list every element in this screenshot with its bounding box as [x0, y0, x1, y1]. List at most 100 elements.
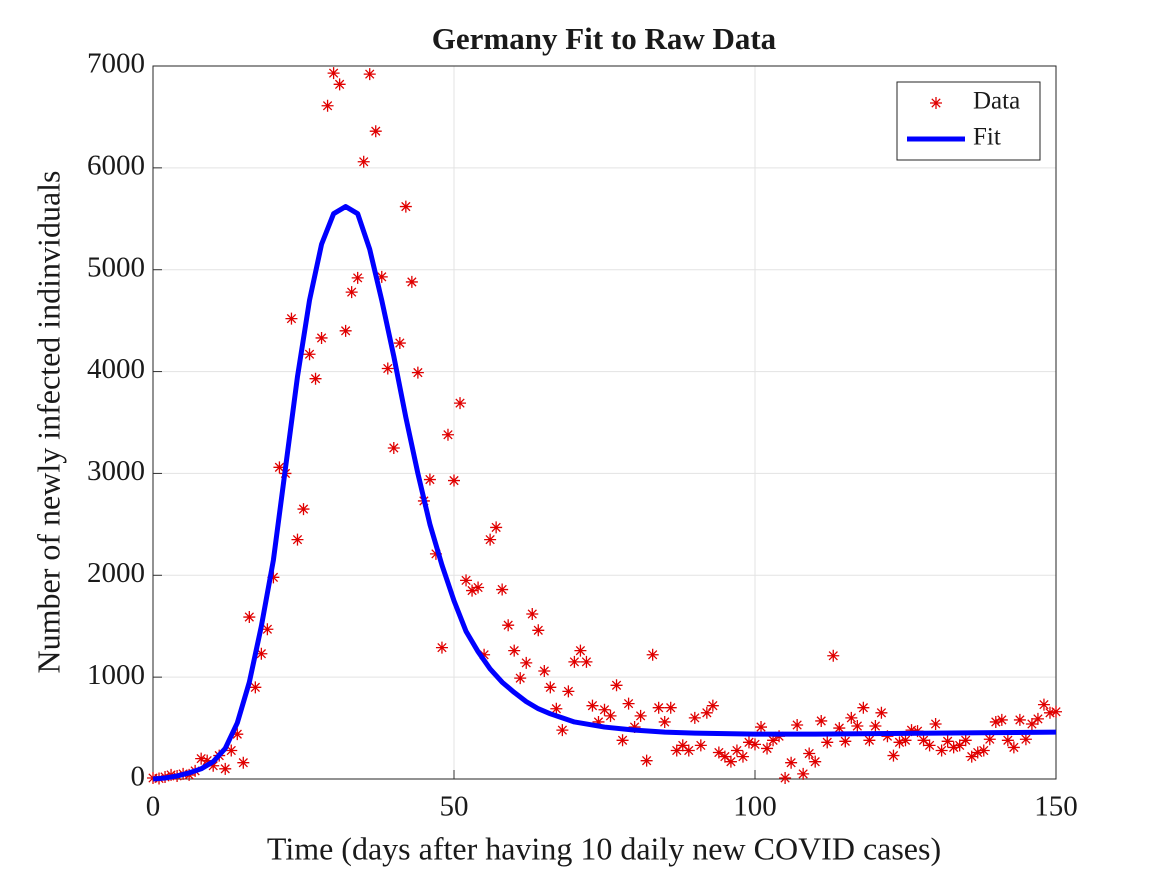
data-point — [881, 730, 894, 743]
data-point — [297, 503, 310, 516]
y-tick-label: 6000 — [87, 150, 145, 182]
data-point — [761, 742, 774, 755]
data-point — [207, 759, 220, 772]
data-point — [526, 607, 539, 620]
data-point — [809, 755, 822, 768]
data-point — [496, 583, 509, 596]
plot-frame — [152, 65, 1057, 780]
data-point — [887, 749, 900, 762]
data-point — [971, 746, 984, 759]
data-point — [381, 362, 394, 375]
data-point — [345, 286, 358, 299]
data-point — [321, 99, 334, 112]
data-point — [797, 767, 810, 780]
data-point — [959, 734, 972, 747]
data-point — [1013, 713, 1026, 726]
data-point — [947, 741, 960, 754]
data-point — [640, 754, 653, 767]
data-point — [243, 611, 256, 624]
data-point — [845, 711, 858, 724]
legend-marker — [930, 97, 942, 109]
data-point — [441, 428, 454, 441]
legend-label: Fit — [973, 124, 1001, 151]
data-point — [893, 736, 906, 749]
data-point — [333, 78, 346, 91]
data-point — [953, 739, 966, 752]
data-point — [484, 533, 497, 546]
data-point — [303, 348, 316, 361]
data-point — [580, 655, 593, 668]
y-tick-label: 4000 — [87, 353, 145, 385]
data-point — [905, 724, 918, 737]
data-point — [411, 366, 424, 379]
data-point — [622, 697, 635, 710]
data-point — [454, 397, 467, 410]
data-point — [977, 744, 990, 757]
x-tick-label: 100 — [733, 791, 777, 823]
data-point — [550, 702, 563, 715]
data-point — [1050, 705, 1062, 718]
data-point — [285, 312, 298, 325]
data-point — [965, 750, 978, 763]
data-point — [742, 736, 755, 749]
data-point — [568, 655, 581, 668]
data-point — [1037, 698, 1050, 711]
y-axis-label: Number of newly infected indinviduals — [30, 171, 66, 674]
data-point — [393, 337, 406, 350]
data-point — [779, 771, 792, 784]
data-point — [544, 681, 557, 694]
data-point — [827, 649, 840, 662]
data-point — [562, 685, 575, 698]
data-point — [249, 681, 262, 694]
data-point — [658, 715, 671, 728]
data-point — [767, 734, 780, 747]
data-point — [429, 547, 442, 560]
data-point — [219, 762, 232, 775]
data-point — [652, 701, 665, 714]
data-point — [983, 733, 996, 746]
data-point — [448, 474, 460, 487]
data-point — [375, 270, 388, 283]
y-tick-label: 1000 — [87, 659, 145, 691]
data-point — [574, 644, 587, 657]
data-point — [508, 644, 521, 657]
data-point — [935, 744, 948, 757]
data-point — [472, 581, 485, 594]
data-point — [688, 711, 701, 724]
data-point — [682, 744, 695, 757]
data-point — [616, 734, 629, 747]
chart-title: Germany Fit to Raw Data — [432, 21, 777, 56]
data-point — [821, 736, 834, 749]
data-point — [267, 571, 280, 584]
data-point — [231, 728, 244, 741]
y-tick-label: 7000 — [87, 48, 145, 80]
data-point — [863, 734, 876, 747]
data-point — [749, 738, 761, 751]
data-point — [520, 656, 533, 669]
data-point — [803, 747, 816, 760]
data-point — [357, 155, 370, 168]
data-point — [327, 67, 340, 80]
data-point — [646, 648, 659, 661]
data-point — [941, 735, 954, 748]
data-point — [255, 647, 268, 660]
data-point — [833, 722, 846, 735]
data-point — [610, 679, 623, 692]
y-tick-label: 2000 — [87, 557, 145, 589]
data-point — [712, 746, 725, 759]
data-point — [791, 719, 804, 732]
data-point — [755, 721, 768, 734]
data-point — [1043, 706, 1056, 719]
data-point — [869, 720, 882, 733]
data-point — [670, 744, 683, 757]
data-point — [460, 574, 473, 587]
data-point — [1007, 741, 1020, 754]
y-tick-label: 3000 — [87, 455, 145, 487]
data-point — [634, 709, 647, 722]
data-point — [538, 665, 551, 678]
data-point — [225, 744, 238, 757]
data-point — [929, 717, 942, 730]
data-point — [315, 331, 328, 344]
data-point — [556, 724, 569, 737]
